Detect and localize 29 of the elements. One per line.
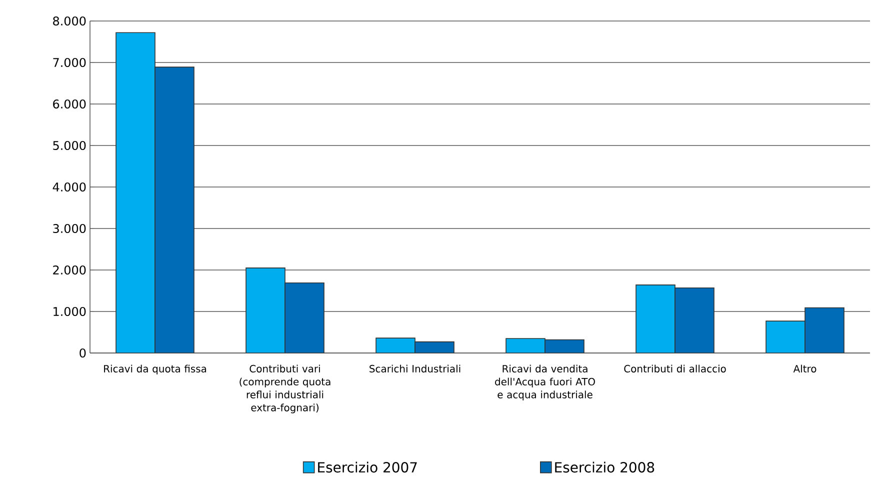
y-tick-label: 4.000 (52, 182, 86, 192)
y-tick-label: 0 (80, 348, 86, 358)
bar (506, 338, 546, 353)
y-tick-label: 3.000 (53, 224, 86, 234)
bar (545, 340, 584, 353)
legend-label: Esercizio 2008 (555, 462, 654, 473)
bar (246, 268, 286, 353)
bar (804, 307, 844, 353)
y-tick-label: 7.000 (53, 58, 86, 68)
x-tick-label: Ricavi da quota fissa (104, 364, 206, 374)
x-tick-label: Altro (793, 364, 816, 372)
y-tick-label: 5.000 (53, 140, 86, 150)
legend-label: Esercizio 2007 (318, 462, 417, 473)
bar (154, 66, 194, 353)
x-tick-label: Contributi vari (comprende quota reflui industriali extra-fognari) (240, 364, 330, 414)
y-tick-label: 6.000 (53, 99, 86, 109)
y-tick-label: 8.000 (53, 16, 86, 26)
y-tick-label: 2.000 (53, 265, 86, 275)
y-tick-label: 1.000 (54, 306, 86, 316)
x-tick-label: Contributi di allaccio (624, 364, 726, 372)
bar (116, 32, 156, 353)
x-tick-label: Ricavi da vendita dell'Acqua fuori ATO e acqua industriale (495, 364, 595, 400)
x-tick-label: Scarichi Industriali (370, 364, 460, 372)
bar (636, 284, 676, 353)
bar (766, 320, 806, 353)
bar (674, 287, 714, 353)
bar (376, 338, 416, 353)
bar (415, 342, 454, 353)
bar (284, 282, 324, 353)
